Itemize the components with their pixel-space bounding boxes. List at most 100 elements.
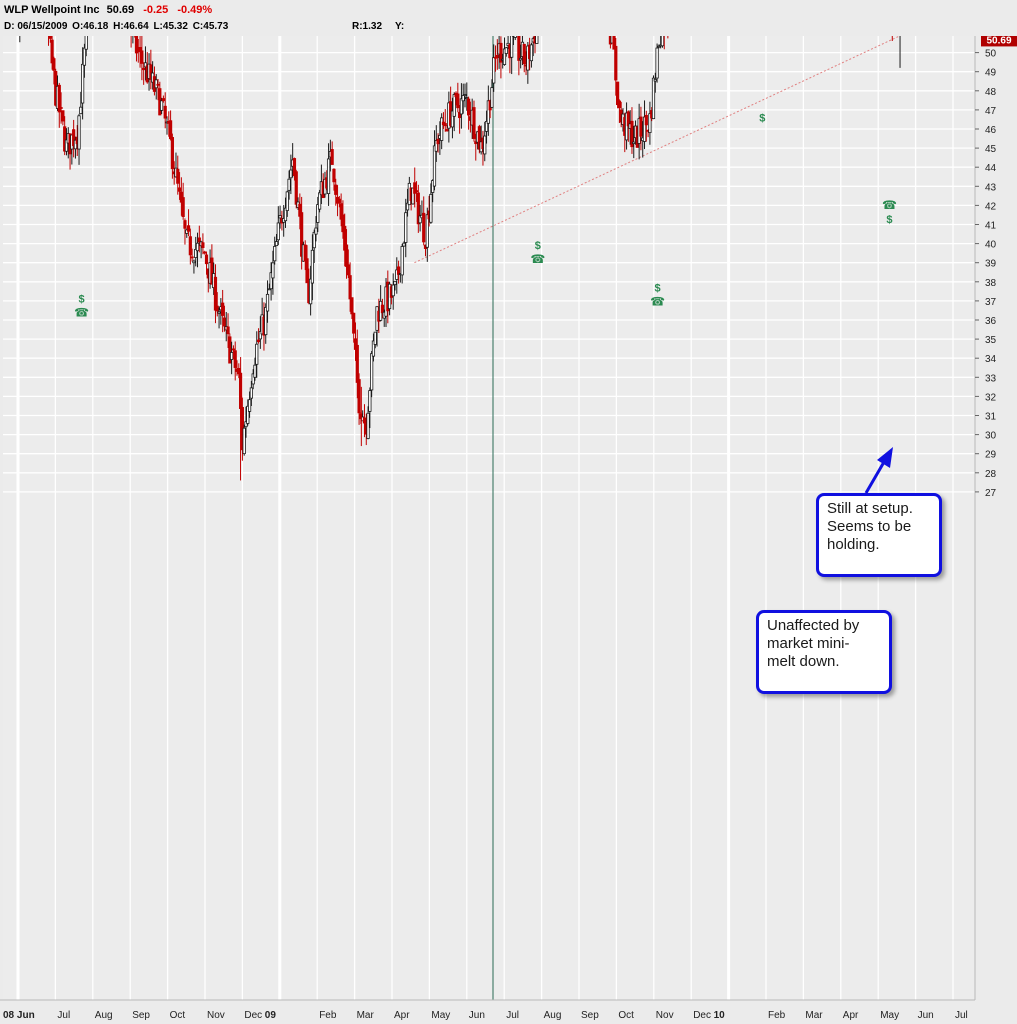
- close-readout: C:45.73: [192, 21, 229, 32]
- candle-body: [201, 242, 205, 248]
- candle-body: [273, 246, 277, 262]
- candle-body: [355, 344, 359, 383]
- phone-icon: ☎: [650, 294, 665, 308]
- candle-body: [434, 140, 438, 152]
- candle-body: [264, 307, 268, 336]
- candle-body: [269, 272, 273, 290]
- time-tick-label: 09: [265, 1010, 277, 1021]
- arrow-head: [877, 447, 893, 468]
- time-axis: 08 Jun Jul Aug Sep Oct Nov Dec 09 Feb Mar Apr May Ju…: [0, 999, 1017, 1024]
- open-readout: O:46.18: [72, 21, 109, 32]
- callout-line: holding.: [827, 536, 880, 553]
- y-readout: Y:: [395, 21, 405, 32]
- candle-body: [624, 112, 629, 141]
- price-change-percent: -0.49%: [177, 4, 213, 16]
- candle-body: [418, 215, 422, 224]
- candle-body: [287, 178, 291, 191]
- candle-body: [332, 168, 336, 183]
- candle-body: [194, 248, 198, 258]
- time-tick-label: Oct: [170, 1010, 186, 1021]
- price-tick-label: 30: [985, 431, 997, 442]
- price-chart[interactable]: $☎☎$☎$$☎$☎$☎$ 27282930313233343536373839…: [0, 36, 1017, 1024]
- candle-body: [285, 191, 289, 211]
- candle-body: [210, 257, 214, 285]
- ohlc-readout: D: 06/15/2009 O:46.18 H:46.64 L:45.32 C:…: [4, 21, 228, 32]
- candle-body: [362, 417, 367, 424]
- candle-body: [472, 107, 476, 139]
- chart-grid: [3, 36, 975, 1000]
- candle-body: [352, 312, 356, 334]
- price-tick-label: 38: [985, 278, 997, 289]
- candle-body: [314, 227, 318, 235]
- dollar-icon: $: [535, 240, 541, 252]
- candle-body: [242, 427, 246, 455]
- candle-body: [660, 36, 665, 47]
- time-tick-label: Aug: [95, 1010, 113, 1021]
- candle-body: [303, 244, 307, 262]
- candle-body: [431, 180, 435, 193]
- candle-body: [326, 158, 331, 194]
- candle-body: [265, 293, 270, 312]
- arrow-shaft: [864, 461, 886, 494]
- last-price-label: 50.69: [986, 36, 1011, 46]
- candle-body: [183, 220, 187, 229]
- support-trendline: [414, 36, 901, 264]
- event-marker: $☎: [530, 240, 545, 266]
- candle-body: [140, 50, 144, 64]
- candle-body: [294, 171, 298, 205]
- candle-body: [226, 326, 230, 335]
- candle-body: [177, 187, 182, 192]
- candle-body: [267, 288, 271, 291]
- dollar-icon: $: [79, 294, 85, 306]
- candle-body: [411, 187, 415, 205]
- candle-body: [192, 260, 196, 264]
- candle-body: [176, 168, 180, 184]
- candle-body: [228, 336, 232, 364]
- candle-body: [343, 225, 347, 251]
- candle-body: [330, 149, 334, 165]
- candle-body: [276, 222, 280, 241]
- candle-body: [614, 45, 618, 81]
- candle-body: [610, 36, 614, 44]
- candle-body: [222, 317, 227, 327]
- price-axis: 27 28 29 30 31 32 33 34 35 36 37 38 39 40 41 42 43 44 45 46…: [974, 36, 1017, 1000]
- date-readout: D: 06/15/2009: [4, 21, 68, 32]
- candle-body: [486, 100, 490, 124]
- callout-setup-note: Still at setup. Seems to be holding.: [816, 493, 942, 577]
- candle-body: [163, 105, 167, 119]
- candle-body: [161, 98, 166, 102]
- price-tick-label: 46: [985, 125, 997, 136]
- price-tick-label: 35: [985, 335, 997, 346]
- candle-body: [617, 100, 621, 109]
- candle-body: [422, 212, 426, 243]
- candle-body: [246, 405, 250, 424]
- candle-body: [334, 184, 338, 195]
- candle-body: [244, 421, 248, 428]
- candle-body: [346, 264, 350, 276]
- price-tick-label: 27: [985, 488, 997, 499]
- candle-body: [217, 311, 221, 314]
- candle-body: [366, 412, 370, 439]
- candle-body: [350, 297, 354, 315]
- price-tick-label: 45: [985, 144, 997, 155]
- candle-body: [450, 110, 455, 128]
- candle-body: [251, 373, 255, 385]
- candle-body: [190, 256, 194, 259]
- candle-body: [344, 244, 349, 267]
- time-tick-label: Mar: [357, 1010, 375, 1021]
- dollar-icon: $: [654, 282, 660, 294]
- low-readout: L:45.32: [153, 21, 188, 32]
- ratio-readout: R:1.32: [352, 21, 383, 32]
- candle-body: [274, 241, 279, 247]
- candle-body: [519, 57, 523, 61]
- candle-body: [64, 139, 69, 152]
- candle-body: [436, 138, 440, 145]
- candle-body: [513, 36, 517, 38]
- candle-body: [495, 54, 499, 59]
- candle-body: [425, 214, 429, 248]
- candle-body: [283, 207, 288, 222]
- candle-body: [72, 129, 76, 147]
- time-tick-label: Sep: [132, 1010, 150, 1021]
- candle-body: [459, 98, 464, 115]
- candle-body: [632, 141, 636, 144]
